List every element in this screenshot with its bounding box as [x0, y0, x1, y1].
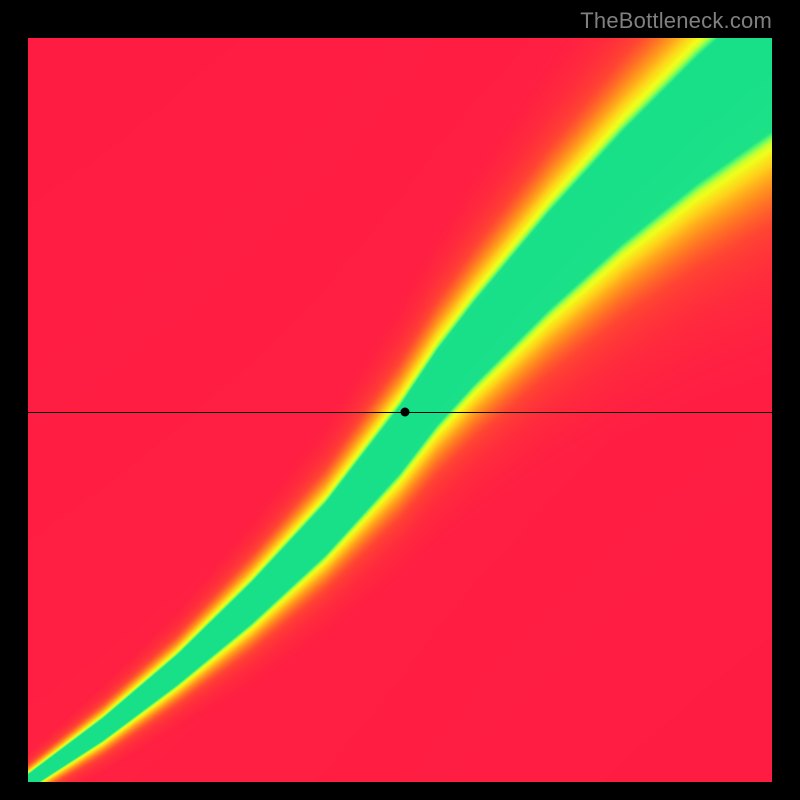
- crosshair-marker: [401, 408, 410, 417]
- heatmap-plot: [28, 38, 772, 782]
- crosshair-vertical: [405, 782, 406, 800]
- chart-container: TheBottleneck.com: [0, 0, 800, 800]
- watermark-label: TheBottleneck.com: [580, 8, 772, 34]
